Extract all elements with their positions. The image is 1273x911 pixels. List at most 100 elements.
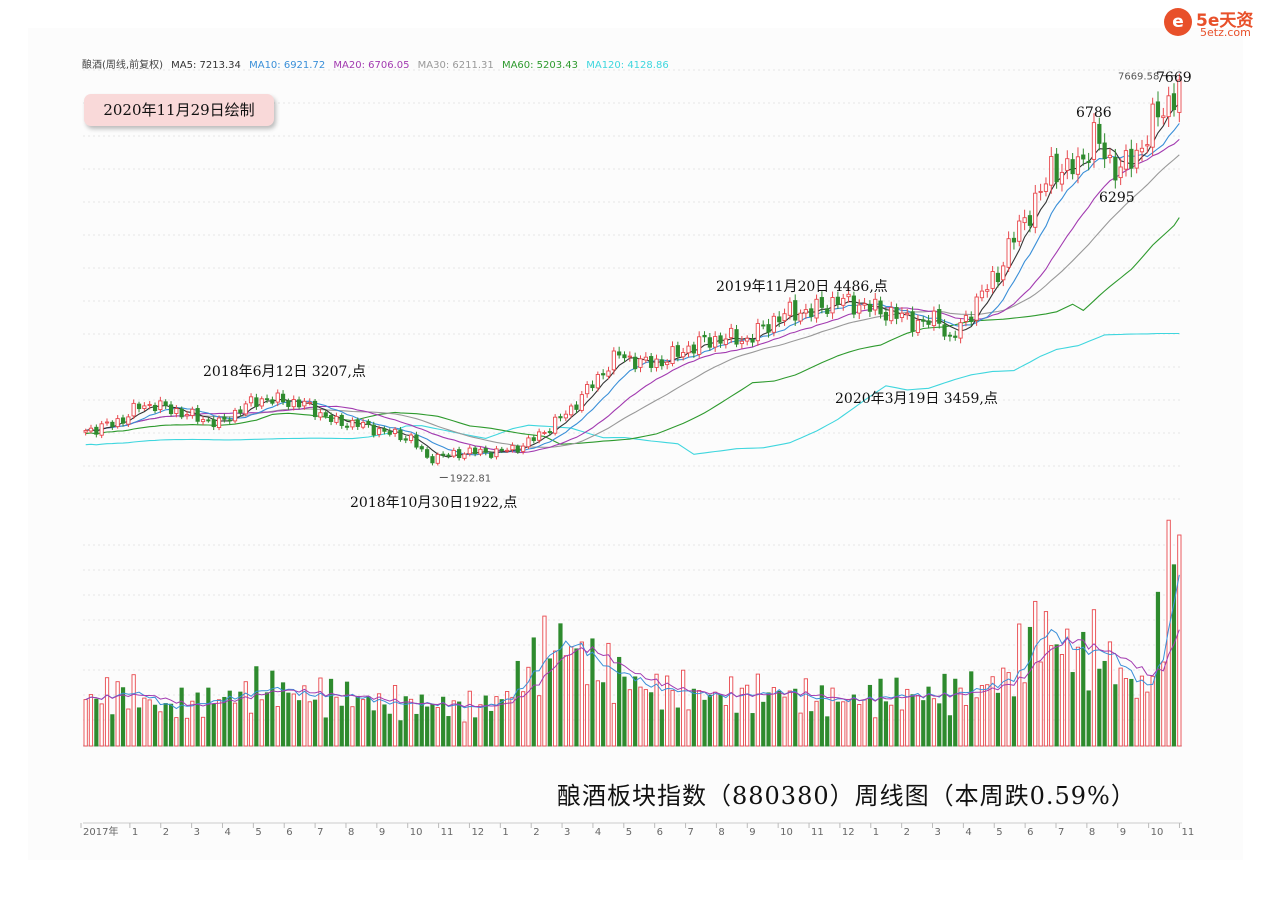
volume-bar [1139, 675, 1145, 747]
volume-bar [110, 714, 115, 747]
volume-bar [809, 711, 814, 747]
candle-body [302, 400, 307, 407]
volume-bar [408, 698, 414, 747]
candle-body [1097, 123, 1102, 144]
candle-body [147, 404, 152, 406]
volume-bar [1086, 690, 1091, 747]
candle-body [1011, 237, 1017, 243]
x-tick-label: 4 [224, 827, 230, 838]
x-tick-label: 8 [348, 827, 354, 838]
candle-body [974, 296, 979, 321]
candle-body [243, 403, 248, 415]
volume-bar [168, 703, 174, 747]
site-logo: e 5e天资 5etz.com [1164, 6, 1268, 39]
volume-bar [739, 687, 744, 747]
volume-bar [771, 687, 776, 747]
volume-bar [243, 681, 248, 747]
volume-bar [457, 701, 462, 747]
candle-body [953, 335, 958, 338]
volume-bar [670, 689, 675, 747]
x-tick-label: 2017年 [83, 825, 118, 838]
candle-body [425, 449, 430, 458]
high-marker-label: 7669.58 [1118, 72, 1159, 83]
volume-bar [211, 703, 216, 747]
volume-bar [947, 715, 953, 747]
x-tick-label: 7 [317, 827, 323, 838]
candle-body [627, 355, 632, 358]
candle-body [707, 337, 712, 348]
volume-bar [729, 676, 734, 747]
volume-bar [446, 716, 451, 747]
volume-bar [569, 646, 574, 747]
candle-body [184, 414, 190, 417]
candle-body [158, 400, 163, 411]
volume-ma5-line [85, 574, 1180, 710]
candle-body [88, 427, 94, 432]
volume-bar [286, 692, 291, 747]
candle-body [1102, 142, 1107, 160]
candle-body [1113, 156, 1118, 181]
volume-bar [200, 716, 206, 747]
volume-bar [521, 691, 526, 747]
volume-bar [355, 695, 360, 747]
candle-body [414, 434, 419, 448]
annotation-7669: 7669 [1156, 70, 1192, 86]
volume-bar [307, 701, 312, 747]
candle-body [713, 336, 718, 348]
candle-body [104, 421, 110, 424]
x-tick-label: 3 [194, 827, 200, 838]
candle-body [665, 361, 670, 366]
candle-body [649, 356, 654, 368]
candle-body [654, 358, 659, 368]
x-tick-label: 10 [780, 827, 793, 838]
volume-bar [974, 697, 979, 747]
candle-body [318, 412, 323, 418]
candle-body [521, 445, 526, 452]
candle-body [809, 308, 814, 317]
volume-bar [136, 707, 142, 747]
candle-body [963, 315, 969, 322]
volume-bar [344, 681, 350, 747]
volume-bar [643, 689, 648, 747]
volume-bar [686, 709, 691, 747]
candle-body [1118, 166, 1123, 179]
volume-bar [894, 677, 899, 747]
candle-body [553, 416, 558, 434]
volume-bar [697, 690, 702, 747]
volume-ma10-line [85, 629, 1180, 708]
volume-bar [937, 703, 942, 747]
candle-body [723, 338, 728, 345]
volume-bar [318, 677, 323, 747]
volume-bar [184, 717, 190, 747]
volume-bar [1171, 564, 1177, 747]
candle-body [947, 334, 953, 337]
x-tick-label: 9 [749, 827, 755, 838]
volume-bar [328, 678, 334, 747]
volume-bar [1102, 660, 1107, 747]
candle-body [867, 303, 873, 312]
candle-body [931, 310, 937, 327]
candle-body [510, 444, 515, 451]
volume-bar [819, 685, 824, 747]
volume-bar [1091, 609, 1097, 747]
volume-bar [878, 678, 883, 747]
ma-legend: 酿酒(周线,前复权) MA5: 7213.34 MA10: 6921.72 MA… [82, 56, 674, 71]
volume-bar [553, 650, 558, 747]
legend-title: 酿酒(周线,前复权) [82, 60, 163, 71]
candle-body [110, 421, 115, 427]
volume-bar [126, 708, 131, 747]
candle-body [803, 309, 808, 314]
volume-bar [713, 691, 718, 747]
candle-body [296, 399, 302, 408]
candle-body [1006, 238, 1011, 268]
volume-bar [675, 707, 680, 747]
volume-bar [174, 717, 179, 747]
volume-bar [611, 702, 616, 747]
volume-bar [1054, 644, 1059, 747]
volume-bar [430, 703, 435, 747]
x-tick-label: 6 [657, 827, 663, 838]
candle-body [312, 400, 318, 418]
volume-bar [1150, 675, 1155, 747]
candle-body [206, 419, 211, 422]
candle-body [702, 334, 707, 338]
